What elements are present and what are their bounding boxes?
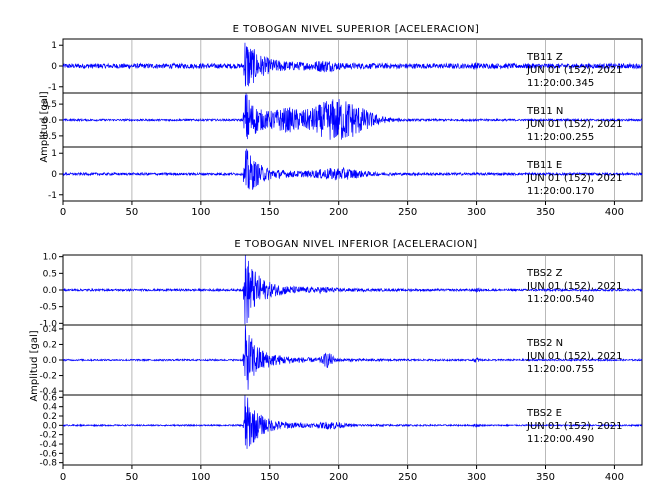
y-tick-label: 1 (51, 149, 57, 159)
upper-level-plot: E TOBOGAN NIVEL SUPERIOR [ACELERACION] A… (39, 24, 643, 218)
y-tick-label: -1.0 (39, 319, 57, 329)
y-tick-label: 0.4 (43, 403, 58, 413)
x-tick-label: 300 (467, 472, 486, 483)
station-component-label: TBS2 E (526, 408, 562, 419)
time-label: 11:20:00.170 (527, 186, 594, 197)
x-tick-label: 150 (260, 472, 279, 483)
waveform-trace (62, 148, 643, 190)
x-tick-label: 300 (467, 207, 486, 218)
y-tick-label: 0 (51, 62, 57, 72)
x-tick-label: 50 (126, 472, 139, 483)
station-component-label: TBS2 N (526, 338, 563, 349)
y-tick-label: -0.5 (39, 132, 57, 142)
x-tick-label: 350 (536, 207, 555, 218)
x-tick-label: 350 (536, 472, 555, 483)
date-label: JUN 01 (152), 2021 (526, 421, 623, 432)
lower-level-plot: E TOBOGAN NIVEL INFERIOR [ACELERACION] A… (29, 239, 643, 483)
date-label: JUN 01 (152), 2021 (526, 119, 623, 130)
waveform-trace (62, 255, 643, 325)
y-tick-label: 0.0 (43, 421, 58, 431)
y-tick-label: -0.8 (39, 459, 57, 469)
upper-plot-title: E TOBOGAN NIVEL SUPERIOR [ACELERACION] (233, 24, 480, 35)
date-label: JUN 01 (152), 2021 (526, 173, 623, 184)
y-tick-label: 0.0 (43, 356, 58, 366)
date-label: JUN 01 (152), 2021 (526, 65, 623, 76)
y-tick-label: -0.2 (39, 372, 57, 382)
y-tick-label: 0.2 (43, 412, 57, 422)
x-tick-label: 200 (329, 472, 348, 483)
y-tick-label: -0.2 (39, 431, 57, 441)
y-tick-label: 1 (51, 41, 57, 51)
x-tick-label: 0 (60, 207, 66, 218)
station-component-label: TBS2 Z (526, 268, 563, 279)
y-tick-label: 0.6 (43, 393, 58, 403)
x-tick-label: 250 (398, 207, 417, 218)
x-tick-label: 0 (60, 472, 66, 483)
station-component-label: TB11 N (526, 106, 563, 117)
waveform-trace (62, 93, 643, 140)
y-tick-label: -1 (48, 83, 57, 93)
x-tick-label: 400 (605, 472, 624, 483)
x-tick-label: 100 (191, 207, 210, 218)
y-tick-label: 0 (51, 170, 57, 180)
time-label: 11:20:00.490 (527, 434, 594, 445)
lower-plot-title: E TOBOGAN NIVEL INFERIOR [ACELERACION] (234, 239, 477, 250)
y-tick-label: -0.6 (39, 449, 57, 459)
waveform-trace (62, 395, 643, 449)
time-label: 11:20:00.255 (527, 132, 594, 143)
station-component-label: TB11 Z (526, 52, 563, 63)
y-tick-label: 1.0 (43, 253, 58, 263)
y-tick-label: 0.4 (43, 325, 58, 335)
y-tick-label: 0.5 (43, 269, 57, 279)
date-label: JUN 01 (152), 2021 (526, 351, 623, 362)
x-tick-label: 150 (260, 207, 279, 218)
waveform-trace (62, 42, 643, 87)
time-label: 11:20:00.540 (527, 294, 594, 305)
lower-y-axis-label: Amplitud [gal] (29, 330, 40, 401)
y-tick-label: -1 (48, 191, 57, 201)
x-tick-label: 50 (126, 207, 139, 218)
time-label: 11:20:00.345 (527, 78, 594, 89)
x-tick-label: 100 (191, 472, 210, 483)
y-tick-label: 0.0 (43, 286, 58, 296)
x-tick-label: 200 (329, 207, 348, 218)
y-tick-label: 0.2 (43, 340, 57, 350)
time-label: 11:20:00.755 (527, 364, 594, 375)
y-tick-label: -0.4 (39, 387, 57, 397)
waveform-trace (62, 325, 643, 390)
date-label: JUN 01 (152), 2021 (526, 281, 623, 292)
upper-y-axis-label: Amplitud [gal] (39, 91, 50, 162)
y-tick-label: 0.5 (43, 100, 57, 110)
y-tick-label: -0.5 (39, 303, 57, 313)
y-tick-label: 0.0 (43, 116, 58, 126)
x-tick-label: 250 (398, 472, 417, 483)
y-tick-label: -0.4 (39, 440, 57, 450)
station-component-label: TB11 E (526, 160, 562, 171)
x-tick-label: 400 (605, 207, 624, 218)
